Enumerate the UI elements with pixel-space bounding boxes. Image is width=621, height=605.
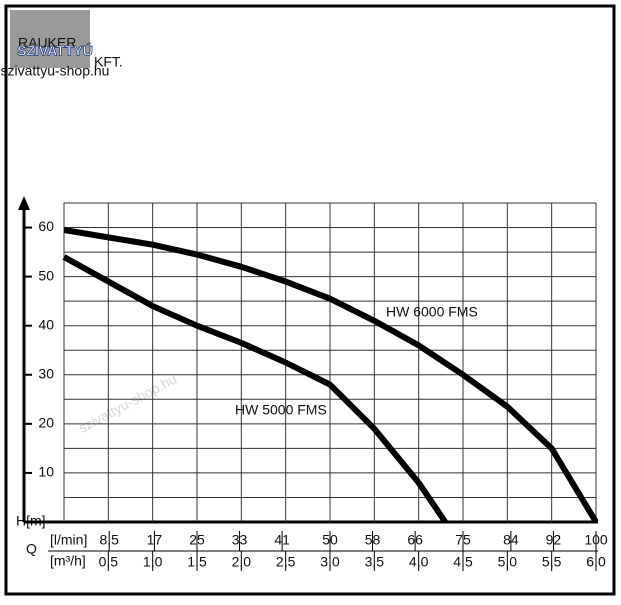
y-tick-label: 60 bbox=[38, 218, 54, 234]
y-tick-label: 20 bbox=[38, 415, 54, 431]
logo-bg bbox=[10, 10, 90, 68]
logo-suffix: KFT. bbox=[94, 54, 123, 70]
y-tick-label: 50 bbox=[38, 267, 54, 283]
x2-tick-label: 84 bbox=[503, 532, 519, 548]
x2-tick-label: 33 bbox=[232, 532, 248, 548]
series-label: HW 6000 FMS bbox=[386, 304, 478, 320]
x2-tick-label: 8,5 bbox=[99, 532, 119, 548]
x2-tick-label: 66 bbox=[407, 532, 423, 548]
x-tick-label: 4,5 bbox=[453, 554, 473, 570]
x-tick-label: 0,5 bbox=[99, 554, 119, 570]
x-tick-label: 6,0 bbox=[586, 554, 606, 570]
y-tick-label: 10 bbox=[38, 464, 54, 480]
x2-tick-label: 92 bbox=[546, 532, 562, 548]
logo-brand: SZIVATTYÚ bbox=[17, 42, 93, 59]
y-tick-label: 40 bbox=[38, 316, 54, 332]
x2-tick-label: 100 bbox=[584, 532, 608, 548]
x-tick-label: 2,5 bbox=[276, 554, 296, 570]
x2-unit: [l/min] bbox=[50, 532, 87, 548]
x-tick-label: 3,5 bbox=[365, 554, 385, 570]
x-axis-label: Q bbox=[26, 541, 37, 557]
x2-tick-label: 25 bbox=[189, 532, 205, 548]
x-unit: [m³/h] bbox=[50, 553, 86, 569]
x2-tick-label: 50 bbox=[322, 532, 338, 548]
x-tick-label: 3,0 bbox=[320, 554, 340, 570]
x-tick-label: 2,0 bbox=[232, 554, 252, 570]
x-tick-label: 4,0 bbox=[409, 554, 429, 570]
x-tick-label: 5,5 bbox=[542, 554, 562, 570]
x2-tick-label: 58 bbox=[365, 532, 381, 548]
y-tick-label: 30 bbox=[38, 365, 54, 381]
x2-tick-label: 17 bbox=[147, 532, 163, 548]
x-tick-label: 1,5 bbox=[187, 554, 207, 570]
frame bbox=[4, 4, 616, 596]
logo-company: RAUKER bbox=[18, 35, 76, 51]
x-tick-label: 5,0 bbox=[498, 554, 518, 570]
x2-tick-label: 41 bbox=[274, 532, 290, 548]
logo-site: szivattyu-shop.hu bbox=[1, 63, 110, 79]
x-tick-label: 1,0 bbox=[143, 554, 163, 570]
series-label: HW 5000 FMS bbox=[235, 402, 327, 418]
curve bbox=[62, 254, 448, 524]
curve bbox=[63, 227, 599, 524]
y-arrow bbox=[18, 196, 30, 210]
x2-tick-label: 75 bbox=[455, 532, 471, 548]
